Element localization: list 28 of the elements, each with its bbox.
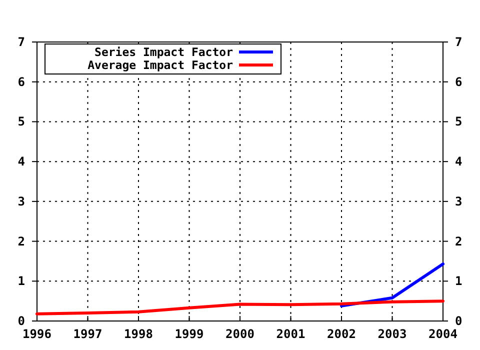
y-tick-label: 7 — [18, 35, 25, 49]
x-tick-label: 2000 — [226, 327, 254, 341]
y2-tick-label: 2 — [455, 234, 462, 248]
y2-tick-label: 3 — [455, 194, 462, 208]
y2-tick-label: 4 — [455, 154, 462, 169]
y2-tick-label: 7 — [455, 35, 462, 49]
y-tick-label: 6 — [18, 74, 25, 89]
y-tick-label: 4 — [18, 154, 25, 169]
x-tick-label: 2004 — [428, 327, 458, 341]
x-tick-label: 1998 — [124, 327, 153, 341]
y2-tick-label: 6 — [455, 74, 462, 89]
y-tick-label: 5 — [18, 114, 25, 129]
y-tick-label: 0 — [18, 314, 25, 328]
y-tick-label: 3 — [18, 194, 25, 208]
x-tick-label: 1999 — [174, 327, 204, 341]
x-tick-label: 2002 — [327, 327, 356, 341]
y2-tick-label: 0 — [455, 314, 462, 328]
x-tick-label: 1997 — [73, 327, 102, 341]
x-tick-label: 2003 — [378, 327, 407, 341]
y2-tick-label: 5 — [455, 114, 462, 129]
line-series — [36, 300, 444, 316]
y2-tick-label: 1 — [455, 274, 462, 288]
x-tick-label: 2001 — [276, 327, 306, 341]
legend-label: Average Impact Factor — [88, 58, 234, 72]
y-tick-label: 2 — [18, 234, 25, 248]
y-tick-label: 1 — [18, 274, 25, 288]
x-tick-label: 1996 — [22, 327, 52, 341]
legend-label: Series Impact Factor — [94, 45, 234, 59]
